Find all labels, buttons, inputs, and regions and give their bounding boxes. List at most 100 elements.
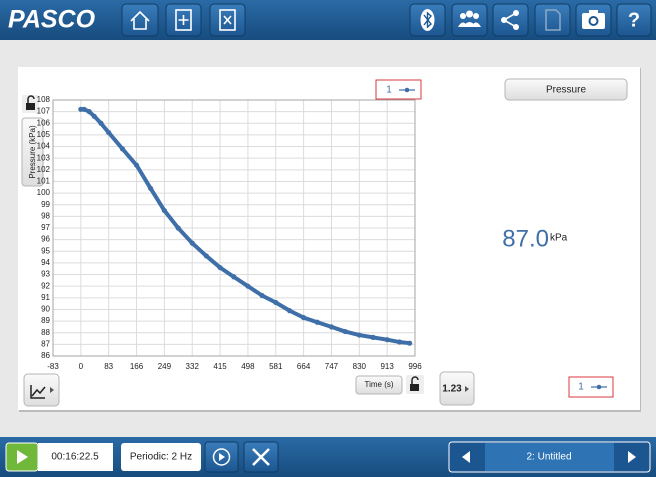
data-point	[328, 324, 335, 330]
y-tick-label: 94	[41, 258, 50, 267]
start-button[interactable]	[5, 442, 39, 472]
data-point	[342, 328, 348, 335]
sharing-button[interactable]	[451, 3, 488, 37]
x-tick-label: 0	[79, 362, 84, 371]
y-tick-label: 107	[37, 107, 51, 116]
legend-marker	[596, 384, 602, 390]
sampling-rate: Periodic: 2 Hz	[130, 452, 192, 463]
recording-mode-button[interactable]	[204, 441, 239, 473]
y-axis-label: Pressure (kPa)	[28, 125, 37, 179]
x-tick-label: 249	[158, 362, 172, 371]
graph-legend[interactable]: 1	[375, 79, 422, 100]
panel	[18, 67, 640, 410]
data-point	[407, 340, 413, 346]
x-tick-label: 415	[213, 362, 227, 371]
data-point	[161, 207, 167, 214]
y-tick-label: 87	[41, 339, 50, 348]
x-tick-label: -83	[47, 362, 59, 371]
measurement-title: Pressure	[546, 85, 586, 96]
y-tick-label: 104	[37, 142, 51, 151]
page-title-box	[485, 443, 614, 471]
data-point	[175, 225, 181, 231]
legend-marker	[404, 87, 410, 93]
digits-unit: kPa	[550, 233, 568, 244]
data-point	[286, 308, 293, 314]
y-tick-label: 108	[37, 95, 51, 104]
legend-label: 1	[386, 85, 392, 96]
y-tick-label: 103	[37, 153, 51, 162]
bluetooth-button[interactable]	[409, 3, 446, 37]
data-point	[273, 299, 279, 306]
y-tick-label: 88	[41, 328, 50, 337]
y-tick-label: 101	[37, 177, 51, 186]
data-point	[370, 334, 376, 340]
y-tick-label: 100	[37, 188, 51, 197]
y-tick-label: 97	[41, 223, 50, 232]
snapshot-button[interactable]	[575, 3, 612, 37]
y-tick-label: 96	[41, 235, 50, 244]
time-box	[38, 443, 113, 471]
y-tick-label: 102	[37, 165, 51, 174]
share-button[interactable]	[492, 3, 529, 37]
data-point	[301, 315, 307, 321]
delete-page-button[interactable]	[209, 3, 246, 37]
digits-legend-label: 1	[578, 382, 584, 393]
sampling-options[interactable]: Periodic: 2 Hz	[121, 443, 201, 471]
y-tick-label: 92	[41, 281, 50, 290]
data-point	[356, 332, 362, 338]
graph-tools-button[interactable]	[23, 373, 60, 407]
data-point	[91, 113, 97, 119]
data-point	[217, 264, 223, 271]
y-tick-label: 89	[41, 316, 50, 325]
x-tick-label: 498	[241, 362, 255, 371]
home-button[interactable]	[121, 3, 159, 37]
y-tick-label: 90	[41, 305, 50, 314]
y-tick-label: 105	[37, 130, 51, 139]
data-point	[133, 162, 140, 168]
y-axis-label-button[interactable]: Pressure (kPa)	[21, 117, 44, 187]
measurement-select[interactable]: Pressure	[504, 78, 628, 101]
x-tick-label: 913	[380, 362, 394, 371]
data-point	[231, 274, 237, 280]
x-axis-label: Time (s)	[364, 380, 393, 389]
export-button[interactable]	[534, 3, 571, 37]
page-navigator: 2: Untitled	[448, 441, 651, 473]
x-tick-label: 664	[297, 362, 311, 371]
data-point	[106, 129, 112, 136]
digits-button-label: 1.23	[442, 384, 462, 395]
data-point	[396, 339, 403, 345]
data-point	[148, 185, 154, 192]
x-tick-label: 581	[269, 362, 283, 371]
y-tick-label: 93	[41, 270, 50, 279]
logo: PASCO	[8, 6, 96, 34]
y-tick-label: 95	[41, 246, 50, 255]
data-point	[384, 337, 390, 343]
plot-area: 86 87 88 89 90 91 92 93 94 95 96 97 98 99 100 101 102 103…	[37, 95, 423, 371]
digits-legend[interactable]: 1	[568, 376, 614, 398]
digits-tools-button[interactable]: 1.23	[439, 371, 475, 406]
tools-button[interactable]	[243, 441, 279, 473]
x-tick-label: 332	[186, 362, 200, 371]
add-page-button[interactable]	[165, 3, 202, 37]
data-point	[245, 283, 251, 289]
help-button[interactable]: ?	[616, 3, 652, 37]
data-point	[189, 240, 195, 246]
plot-frame	[52, 99, 416, 357]
data-point	[86, 109, 92, 115]
data-point	[259, 292, 265, 299]
x-tick-label: 83	[104, 362, 113, 371]
digits-value: 87.0	[502, 225, 549, 252]
y-tick-label: 99	[41, 200, 50, 209]
next-page[interactable]	[628, 451, 636, 463]
data-point	[81, 106, 87, 112]
x-tick-label: 747	[325, 362, 339, 371]
y-tick-label: 91	[41, 293, 50, 302]
lock-x-button[interactable]	[406, 375, 424, 394]
x-tick-label: 830	[353, 362, 367, 371]
x-axis-label-button[interactable]: Time (s)	[355, 375, 403, 395]
previous-page[interactable]	[462, 451, 470, 463]
y-tick-label: 86	[41, 351, 50, 360]
data-point	[314, 319, 320, 325]
x-tick-label: 166	[130, 362, 144, 371]
lock-y-button[interactable]	[22, 95, 39, 113]
